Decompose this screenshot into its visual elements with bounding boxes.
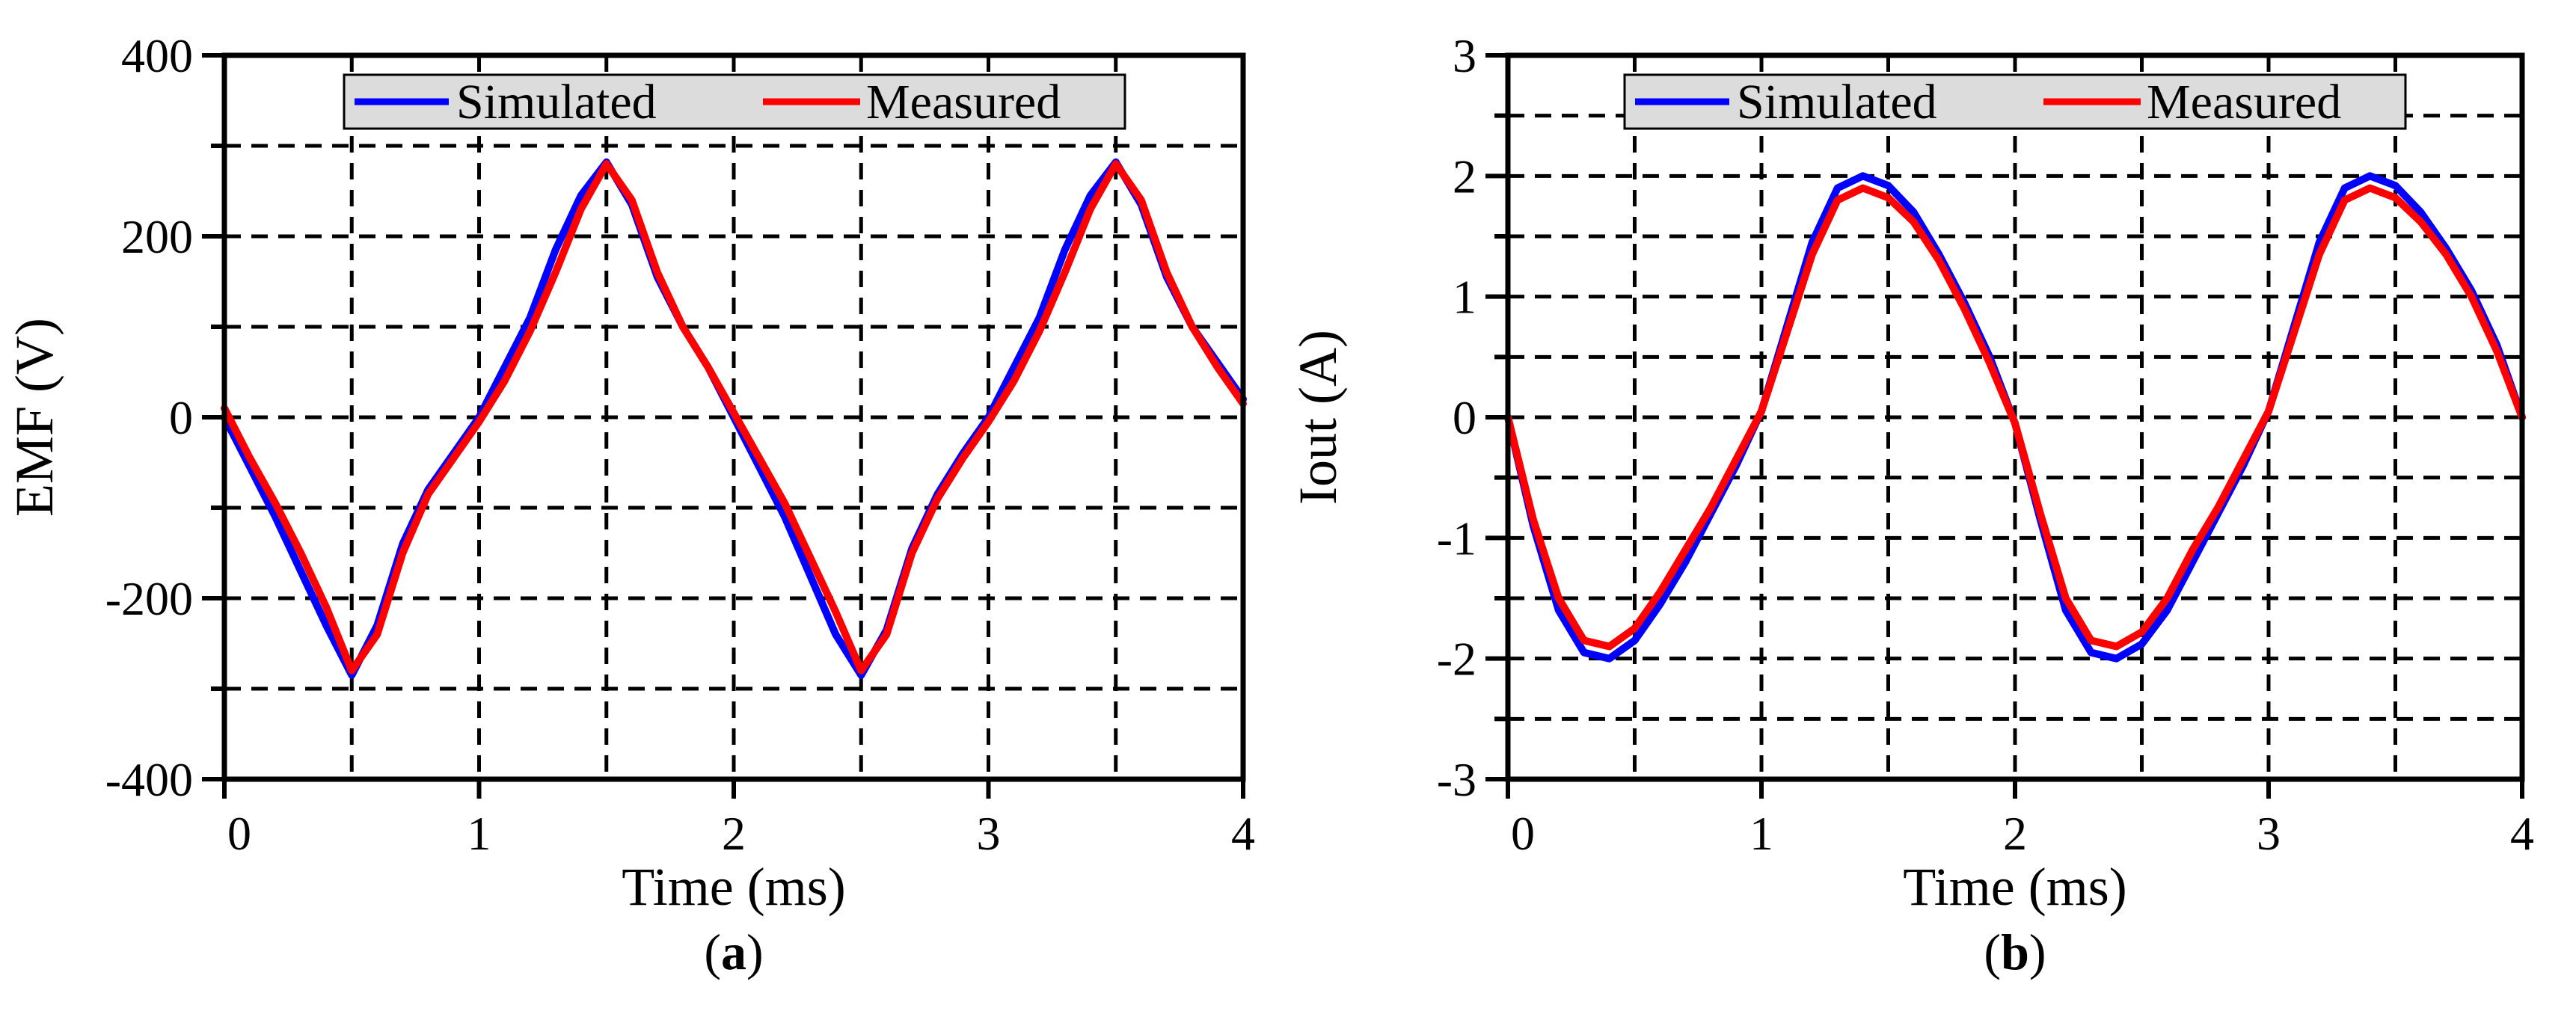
y-tick-label: -1 (1437, 511, 1476, 565)
x-tick-label: 4 (2510, 807, 2534, 860)
y-tick-label: -200 (105, 572, 193, 625)
y-tick-label: -2 (1437, 633, 1476, 686)
legend-label-simulated: Simulated (1737, 75, 1937, 129)
series-lines (1504, 172, 2526, 663)
y-tick-label: 0 (169, 391, 193, 444)
series-line-measured (1504, 184, 2526, 651)
series-lines (221, 158, 1247, 679)
x-tick-label: 0 (1511, 807, 1535, 860)
legend-box (343, 73, 1126, 130)
x-tick-label: 4 (1231, 807, 1255, 860)
tick-marks (202, 53, 1245, 799)
y-tick-label: 400 (121, 29, 193, 82)
tick-labels: 0 1 2 3 4 -3 -2 -1 0 1 2 3 (1437, 29, 2534, 860)
y-tick-label: 0 (1453, 391, 1476, 444)
legend: Simulated Measured (343, 73, 1126, 130)
x-tick-label: 0 (227, 807, 251, 860)
legend-label-measured: Measured (2147, 75, 2341, 129)
panel-caption-letter: b (2001, 924, 2029, 980)
y-tick-label: -400 (105, 753, 193, 806)
y-tick-label: -3 (1437, 753, 1476, 806)
legend: Simulated Measured (1623, 73, 2407, 130)
y-tick-label: 3 (1453, 29, 1476, 82)
x-tick-label: 2 (2003, 807, 2027, 860)
legend-box (1623, 73, 2407, 130)
x-tick-label: 1 (467, 807, 491, 860)
x-tick-label: 2 (722, 807, 746, 860)
y-axis-title: Iout (A) (1288, 330, 1348, 505)
x-tick-label: 3 (2257, 807, 2281, 860)
x-axis-title: Time (ms) (1903, 857, 2126, 917)
x-axis-title: Time (ms) (622, 857, 845, 917)
y-tick-label: 200 (121, 210, 193, 263)
legend-label-simulated: Simulated (456, 75, 657, 129)
tick-marks (1485, 53, 2524, 799)
y-axis-title: EMF (V) (4, 318, 64, 517)
y-tick-label: 2 (1453, 150, 1476, 203)
legend-label-measured: Measured (866, 75, 1061, 129)
x-tick-label: 1 (1749, 807, 1773, 860)
panel-b: 0 1 2 3 4 -3 -2 -1 0 1 2 3 Simulated Measured Time … (1288, 29, 2534, 980)
panel-caption: (a) (704, 924, 763, 980)
panel-caption-letter: a (721, 924, 746, 980)
panel-caption: (b) (1984, 924, 2046, 980)
series-line-measured (221, 160, 1247, 675)
x-tick-label: 3 (977, 807, 1001, 860)
tick-labels: 0 1 2 3 4 -400 -200 0 200 400 (105, 29, 1255, 860)
y-tick-label: 1 (1453, 271, 1476, 324)
